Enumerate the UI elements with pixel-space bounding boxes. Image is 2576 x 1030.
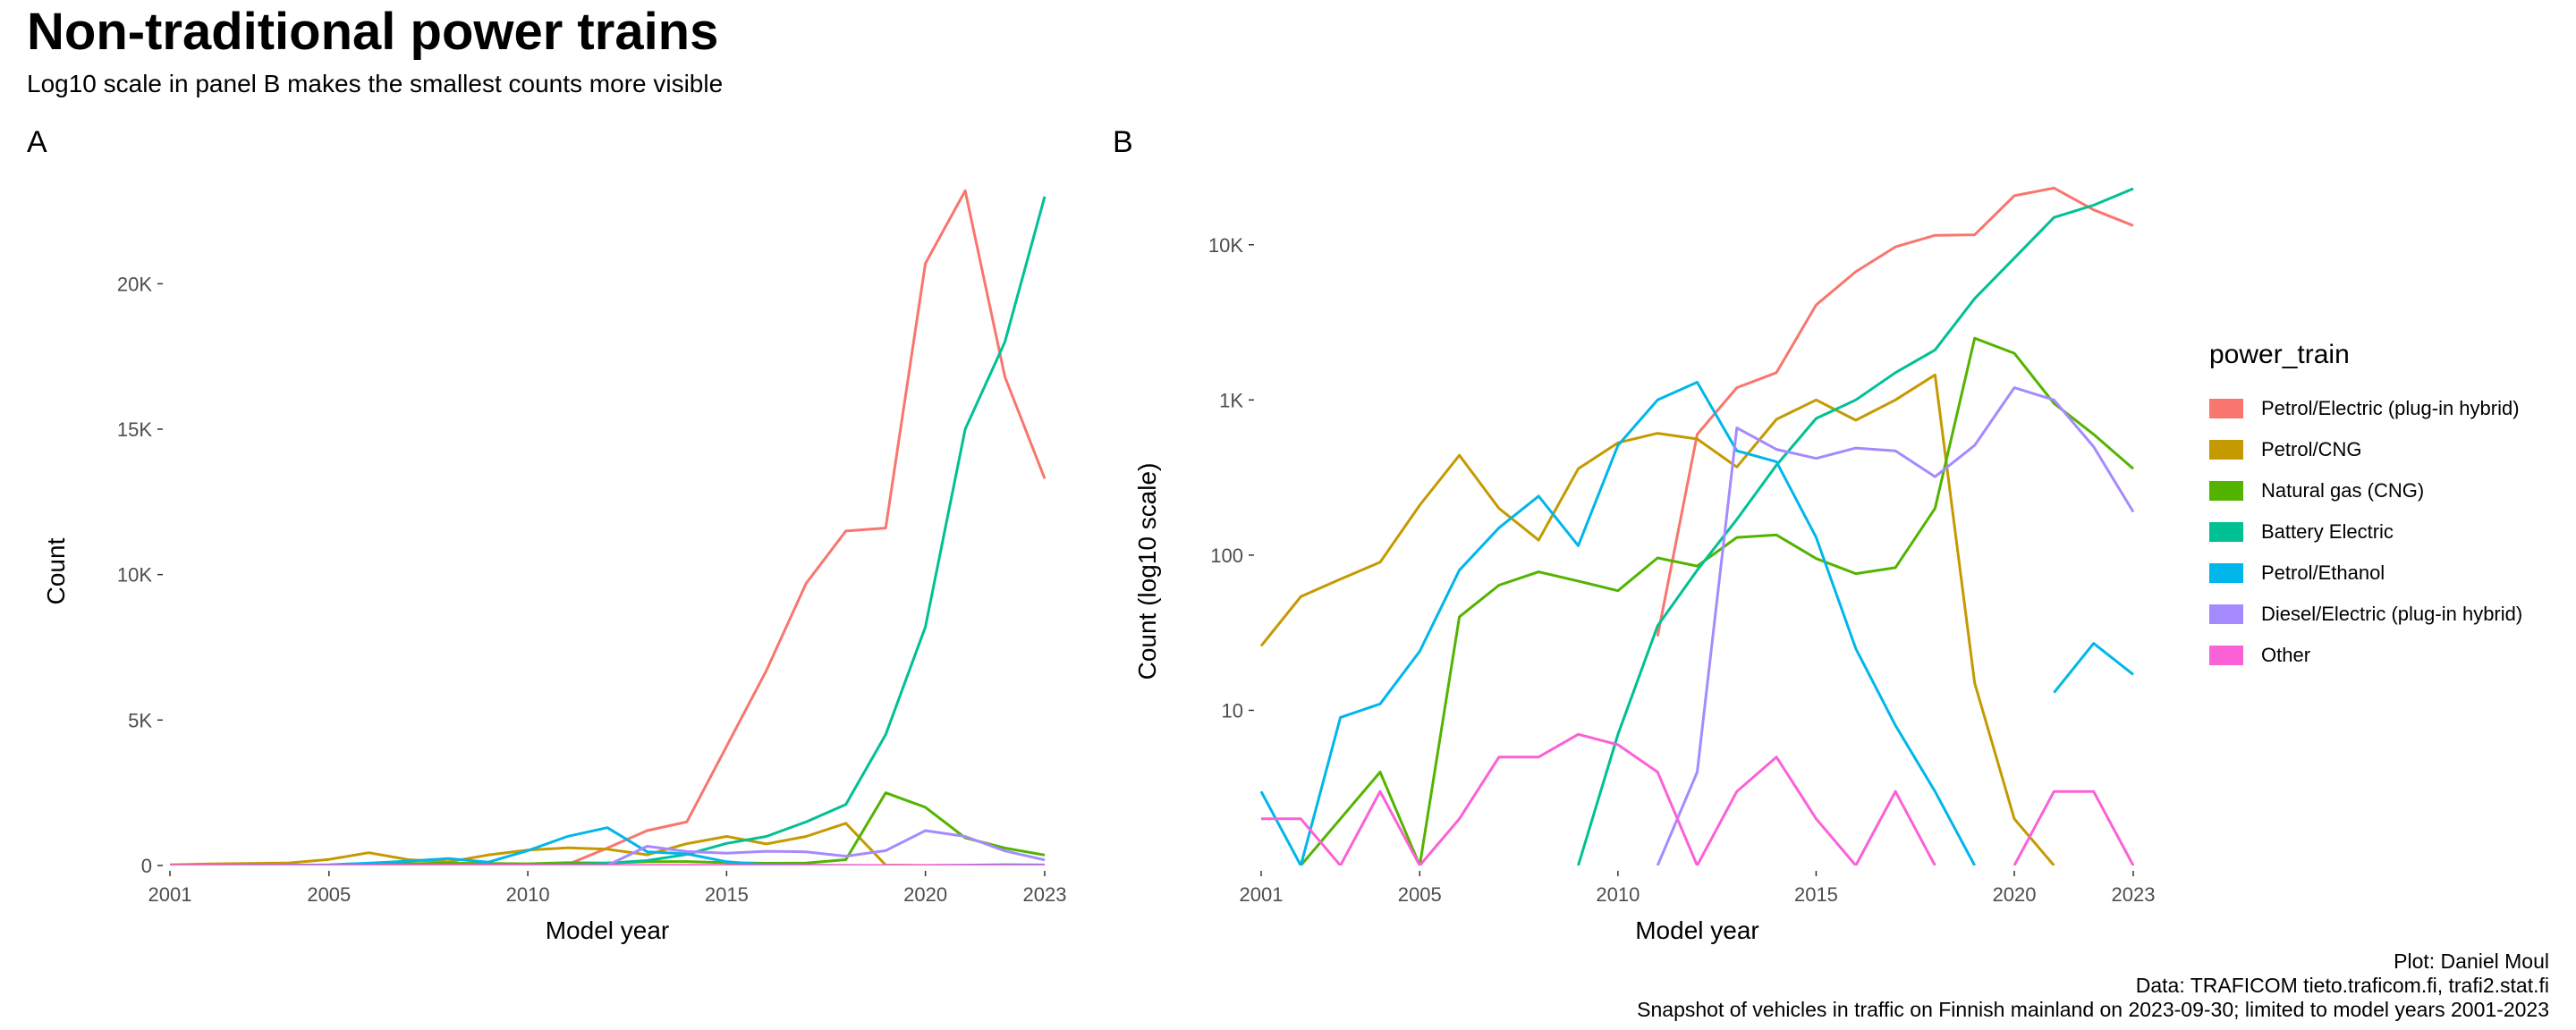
y-tick-label: 20K (117, 273, 152, 295)
x-tick-label: 2010 (1596, 883, 1640, 906)
chart-title: Non-traditional power trains (27, 3, 719, 61)
y-tick-label: 5K (128, 709, 152, 731)
y-tick-label: 0 (141, 855, 152, 877)
legend-label: Petrol/Electric (plug-in hybrid) (2261, 397, 2520, 419)
x-axis-label: Model year (546, 916, 670, 944)
x-tick-label: 2020 (1993, 883, 2037, 906)
legend-item: Natural gas (CNG) (2209, 470, 2522, 511)
series-line (1261, 732, 1936, 865)
y-tick-label: 10K (1208, 234, 1243, 257)
x-tick-label: 2015 (1794, 883, 1838, 906)
legend: power_train Petrol/Electric (plug-in hyb… (2209, 340, 2522, 676)
series-line (169, 822, 1045, 865)
legend-item: Other (2209, 635, 2522, 676)
legend-label: Diesel/Electric (plug-in hybrid) (2261, 603, 2523, 625)
legend-item: Diesel/Electric (plug-in hybrid) (2209, 594, 2522, 635)
series-line (1300, 336, 2134, 865)
x-tick-label: 2023 (2112, 883, 2156, 906)
x-tick-label: 2001 (148, 883, 192, 906)
y-tick-label: 10K (117, 564, 152, 587)
caption-line-2: Data: TRAFICOM tieto.traficom.fi, trafi2… (2135, 973, 2549, 997)
series-line (170, 196, 1046, 865)
series-line (1259, 373, 2055, 865)
y-axis-label: Count (log10 scale) (1133, 463, 1161, 680)
panel-a-tag: A (27, 125, 47, 159)
legend-label: Other (2261, 644, 2311, 666)
legend-items: Petrol/Electric (plug-in hybrid) Petrol/C… (2209, 388, 2522, 676)
y-tick-label: 1K (1219, 389, 1243, 411)
series-line (170, 189, 1046, 865)
legend-label: Battery Electric (2261, 520, 2394, 543)
y-tick-label: 100 (1210, 545, 1243, 567)
legend-key-swatch (2209, 604, 2243, 624)
legend-label: Petrol/Ethanol (2261, 561, 2385, 584)
panel-b-tag: B (1113, 125, 1133, 159)
y-tick-label: 15K (117, 418, 152, 441)
x-tick-label: 2023 (1023, 883, 1067, 906)
series-line (2053, 642, 2134, 694)
legend-key-swatch (2209, 563, 2243, 583)
x-tick-label: 2005 (1398, 883, 1442, 906)
series-line (1656, 186, 2134, 637)
legend-item: Petrol/Ethanol (2209, 553, 2522, 594)
legend-key-swatch (2209, 646, 2243, 665)
legend-label: Natural gas (CNG) (2261, 479, 2425, 502)
legend-key-swatch (2209, 522, 2243, 542)
x-tick-label: 2001 (1240, 883, 1284, 906)
legend-key-swatch (2209, 399, 2243, 418)
chart-subtitle: Log10 scale in panel B makes the smalles… (27, 70, 724, 97)
x-tick-label: 2010 (506, 883, 550, 906)
legend-key-swatch (2209, 440, 2243, 460)
y-axis-label: Count (42, 537, 70, 604)
legend-item: Petrol/CNG (2209, 429, 2522, 470)
legend-item: Petrol/Electric (plug-in hybrid) (2209, 388, 2522, 429)
series-line (2012, 789, 2135, 865)
series-line (1577, 187, 2134, 865)
caption: Plot: Daniel Moul Data: TRAFICOM tieto.t… (1637, 950, 2549, 1022)
x-tick-label: 2015 (705, 883, 749, 906)
legend-item: Battery Electric (2209, 511, 2522, 553)
x-tick-label: 2020 (903, 883, 947, 906)
y-tick-label: 10 (1222, 699, 1243, 722)
legend-label: Petrol/CNG (2261, 438, 2362, 460)
legend-key-swatch (2209, 481, 2243, 501)
caption-line-1: Plot: Daniel Moul (2394, 950, 2549, 973)
x-axis-label: Model year (1635, 916, 1759, 944)
x-tick-label: 2005 (307, 883, 351, 906)
series-line (1259, 381, 1977, 865)
caption-line-3: Snapshot of vehicles in traffic on Finni… (1637, 997, 2549, 1021)
legend-title: power_train (2209, 340, 2350, 369)
series-line (169, 826, 1046, 865)
series-line (1656, 386, 2135, 865)
